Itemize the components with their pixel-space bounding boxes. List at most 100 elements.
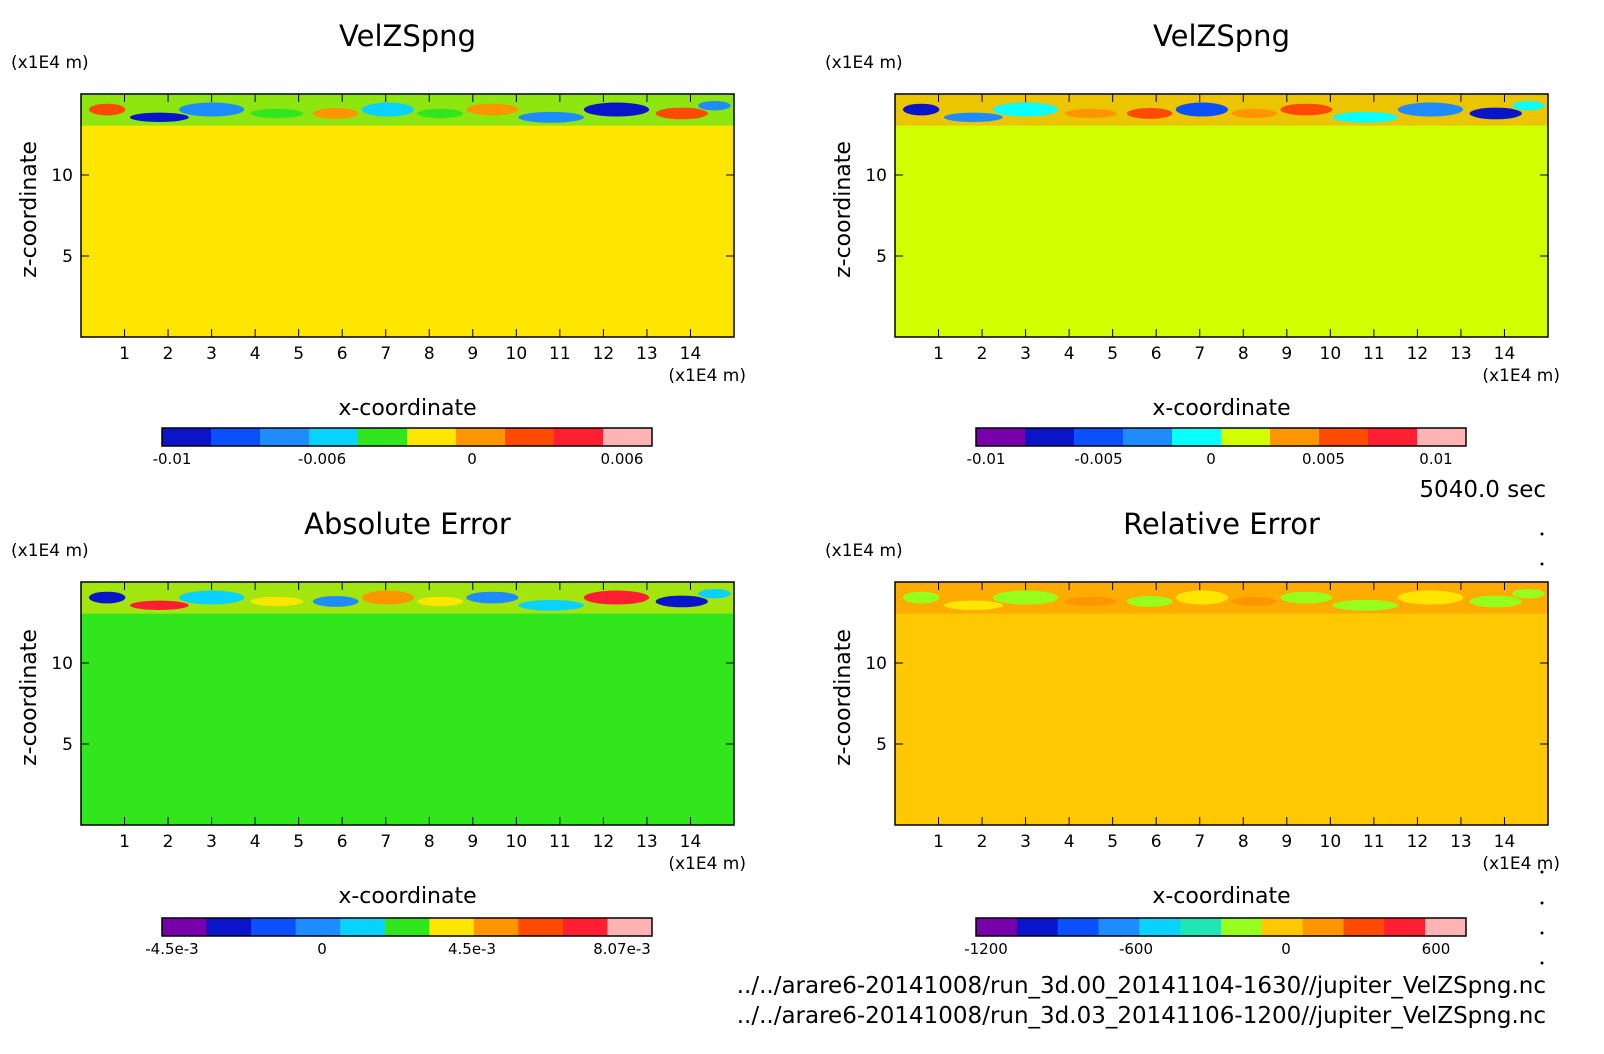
x-unit-label: (x1E4 m): [668, 366, 746, 386]
x-tick-label: 2: [163, 832, 174, 852]
colorbar-tick-label: -0.006: [298, 450, 346, 468]
x-tick-label: 12: [1407, 832, 1429, 852]
colorbar-swatch: [309, 428, 359, 446]
colorbar-swatch: [358, 428, 408, 446]
colorbar-swatch: [518, 918, 564, 936]
contour-blob: [1175, 590, 1229, 605]
x-tick-label: 7: [380, 832, 391, 852]
contour-blob: [1397, 590, 1464, 605]
plot-frame: [80, 93, 735, 338]
page-dot: [1540, 901, 1544, 905]
colorbar-swatch: [473, 918, 519, 936]
colorbar-swatch: [1098, 918, 1140, 936]
chart-panel: VelZSpng(x1E4 m)1 2 3 4 5 6 7 8 9 10 11 12 13 14510(x…: [825, 19, 1560, 468]
contour-blob: [88, 591, 126, 604]
colorbar-tick-label: 0: [317, 940, 327, 958]
page-dot: [1540, 532, 1544, 536]
y-axis-label: z-coordinate: [831, 629, 856, 766]
x-tick-label: 9: [467, 832, 478, 852]
colorbar-frame: [975, 427, 1467, 447]
colorbar-swatch: [211, 428, 261, 446]
y-tick-label: 10: [865, 166, 887, 186]
plot-frame: [894, 93, 1549, 338]
y-unit-label: (x1E4 m): [825, 541, 903, 561]
colorbar-swatch: [607, 918, 653, 936]
contour-blob: [1469, 107, 1522, 120]
colorbar: -4.5e-3 0 4.5e-3 8.07e-3: [145, 917, 653, 958]
x-tick-label: 8: [424, 832, 435, 852]
contour-blob: [1175, 102, 1229, 117]
x-tick-label: 13: [636, 832, 658, 852]
chart-panel: Relative Error(x1E4 m)1 2 3 4 5 6 7 8 9 10 11 12 13 1…: [825, 507, 1560, 958]
x-tick-label: 11: [1363, 832, 1385, 852]
x-tick-label: 6: [1151, 832, 1162, 852]
x-tick-label: 5: [293, 344, 304, 364]
x-tick-label: 13: [636, 344, 658, 364]
colorbar-tick-label: 0.006: [601, 450, 644, 468]
colorbar-swatch: [1221, 428, 1271, 446]
x-tick-label: 6: [337, 832, 348, 852]
x-tick-label: 1: [119, 832, 130, 852]
x-tick-label: 2: [977, 832, 988, 852]
colorbar-swatch: [251, 918, 297, 936]
contour-band: [895, 94, 1548, 126]
x-tick-label: 10: [1320, 832, 1342, 852]
plot-frame: [80, 581, 735, 826]
x-tick-label: 8: [424, 344, 435, 364]
contour-blob: [361, 102, 415, 117]
contour-blob: [518, 111, 584, 123]
x-tick-label: 7: [380, 344, 391, 364]
chart-title: Absolute Error: [304, 507, 511, 541]
x-tick-label: 3: [206, 832, 217, 852]
x-tick-label: 12: [1407, 344, 1429, 364]
x-tick-label: 13: [1450, 344, 1472, 364]
x-tick-label: 3: [1020, 832, 1031, 852]
y-tick-label: 5: [876, 735, 887, 755]
x-tick-label: 10: [506, 832, 528, 852]
colorbar-frame: [161, 427, 653, 447]
x-tick-label: 9: [1281, 832, 1292, 852]
contour-blob: [902, 103, 940, 116]
x-tick-label: 1: [933, 832, 944, 852]
x-tick-label: 13: [1450, 832, 1472, 852]
contour-blob: [417, 108, 464, 119]
y-axis-label: z-coordinate: [17, 629, 42, 766]
contour-blob: [583, 102, 650, 117]
y-tick-label: 10: [51, 166, 73, 186]
colorbar-tick-label: 0: [467, 450, 477, 468]
y-axis-label: z-coordinate: [17, 141, 42, 278]
contour-field: [81, 582, 734, 825]
colorbar-tick-label: -0.005: [1074, 450, 1122, 468]
x-axis-label: x-coordinate: [1152, 396, 1290, 421]
contour-blob: [1126, 107, 1173, 119]
colorbar-swatch: [162, 918, 208, 936]
chart-title: Relative Error: [1123, 507, 1320, 541]
colorbar-swatch: [976, 918, 1018, 936]
x-tick-label: 7: [1194, 832, 1205, 852]
x-tick-label: 4: [1064, 344, 1075, 364]
contour-blob: [1397, 102, 1464, 117]
plot-frame: [894, 581, 1549, 826]
x-tick-label: 5: [1107, 344, 1118, 364]
y-tick-label: 5: [62, 247, 73, 267]
x-axis-label: x-coordinate: [338, 396, 476, 421]
colorbar-swatch: [384, 918, 430, 936]
contour-blob: [250, 108, 304, 119]
contour-blob: [129, 112, 189, 122]
x-tick-label: 5: [293, 832, 304, 852]
contour-blob: [518, 599, 584, 611]
y-unit-label: (x1E4 m): [825, 53, 903, 73]
colorbar-tick-label: -4.5e-3: [145, 940, 198, 958]
x-tick-label: 9: [467, 344, 478, 364]
x-tick-label: 8: [1238, 832, 1249, 852]
contour-field: [81, 94, 734, 337]
x-tick-label: 12: [593, 344, 615, 364]
x-tick-label: 4: [1064, 832, 1075, 852]
colorbar-swatch: [554, 428, 604, 446]
colorbar-frame: [161, 917, 653, 937]
contour-blob: [466, 591, 519, 604]
colorbar: -1200 -600 0 600: [964, 917, 1467, 958]
colorbar-tick-label: 600: [1422, 940, 1451, 958]
x-tick-label: 3: [1020, 344, 1031, 364]
x-unit-label: (x1E4 m): [1482, 366, 1560, 386]
